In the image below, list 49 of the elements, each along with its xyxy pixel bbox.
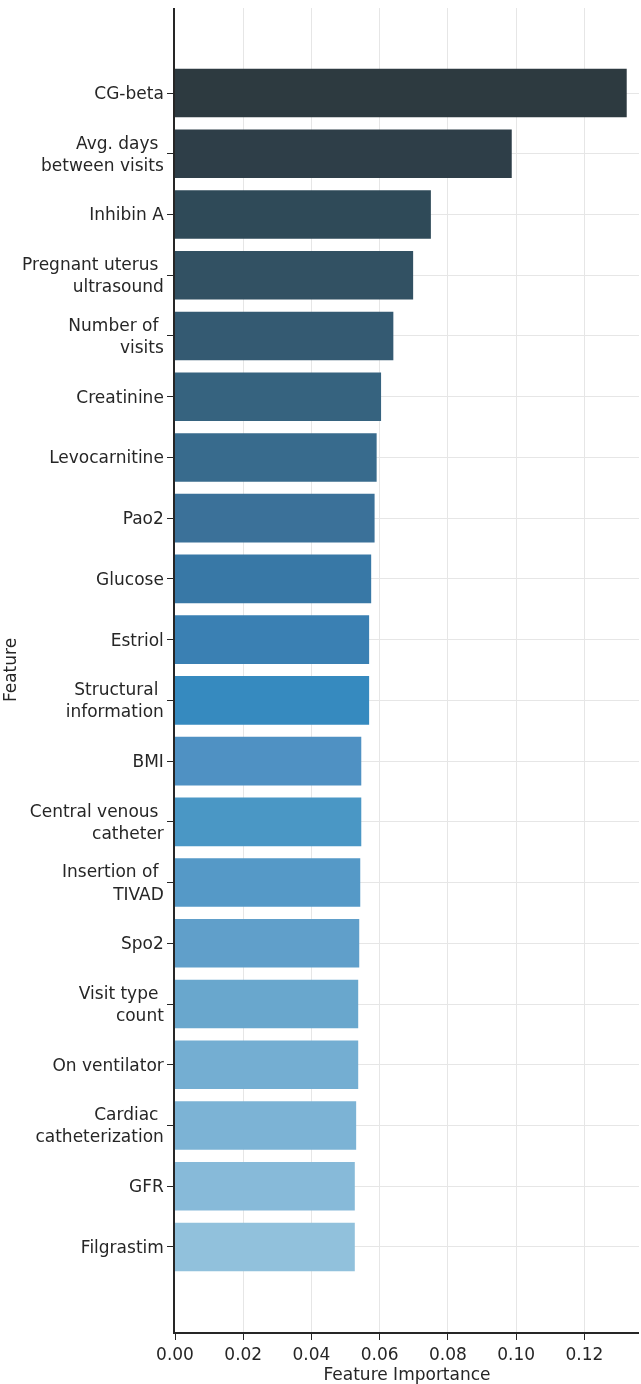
x-axis-title: Feature Importance: [323, 1364, 491, 1384]
y-tick-label: Insertion of TIVAD: [61, 861, 164, 904]
y-tick-label: Central venous catheter: [29, 800, 164, 843]
y-tick-label: BMI: [132, 751, 164, 772]
y-tick-label: Pao2: [122, 508, 164, 529]
bar: [175, 1161, 355, 1211]
bar: [175, 1101, 357, 1150]
y-tick-label: CG-beta: [94, 82, 164, 103]
x-tick-label: 0.12: [565, 1344, 604, 1365]
y-tick-label: Number of visits: [68, 314, 164, 357]
bar: [175, 190, 431, 239]
bar: [175, 129, 512, 179]
x-tick-label: 0.02: [224, 1344, 263, 1365]
y-tick-label: Inhibin A: [89, 204, 165, 225]
bar: [175, 858, 361, 907]
bar: [175, 250, 414, 300]
bar: [175, 736, 362, 786]
y-tick-label: Glucose: [96, 568, 164, 589]
bar: [175, 1040, 359, 1090]
bar: [175, 676, 370, 725]
y-tick-label: Creatinine: [76, 386, 164, 407]
bar: [175, 68, 627, 118]
y-tick-label: Pregnant uterus ultrasound: [22, 254, 164, 297]
x-tick-label: 0.08: [429, 1344, 467, 1365]
y-tick-label: On ventilator: [52, 1054, 164, 1075]
bar: [175, 979, 359, 1029]
y-tick-label: Structural information: [65, 679, 164, 722]
y-axis-title: Feature: [0, 637, 20, 703]
x-tick-label: 0.06: [360, 1344, 399, 1365]
y-tick-label: Avg. days between visits: [41, 132, 164, 175]
y-tick-label: Visit type count: [78, 982, 165, 1026]
y-tick-label: Estriol: [110, 629, 164, 650]
x-tick-label: 0.04: [292, 1344, 331, 1365]
x-tick-label: 0.00: [156, 1344, 194, 1365]
x-tick-label: 0.10: [497, 1344, 536, 1365]
bar: [175, 433, 377, 482]
y-tick-label: Cardiac catheterization: [35, 1104, 164, 1147]
bar: [175, 797, 362, 847]
y-tick-label: Spo2: [121, 933, 164, 954]
bar: [175, 372, 382, 421]
y-tick-label: Levocarnitine: [49, 447, 164, 468]
bar: [175, 554, 372, 604]
bar: [175, 493, 375, 543]
y-tick-label: Filgrastim: [80, 1236, 164, 1257]
y-tick-label: GFR: [129, 1176, 165, 1197]
bar: [175, 1222, 355, 1272]
bar: [175, 311, 394, 361]
bar: [175, 615, 370, 664]
bar: [175, 919, 360, 968]
